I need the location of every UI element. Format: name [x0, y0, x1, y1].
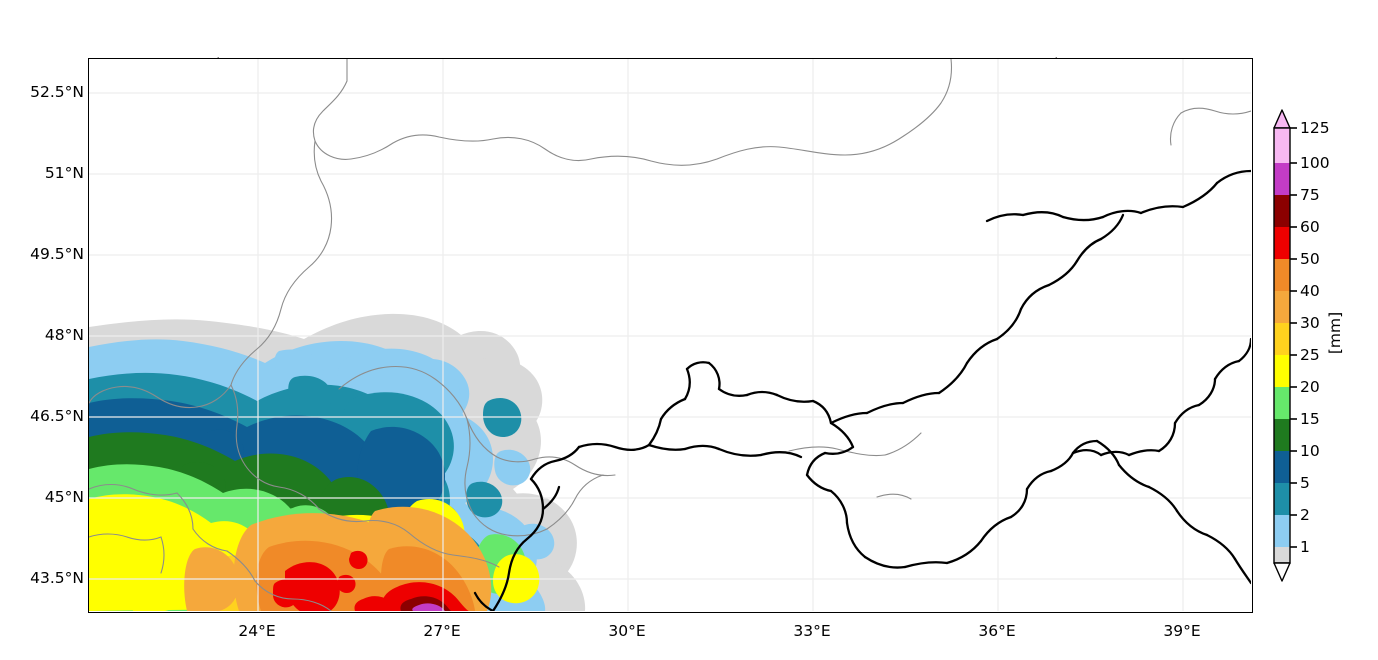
colorbar-tick-label: 5 — [1300, 474, 1310, 492]
xtick-label: 36°E — [978, 622, 1016, 640]
colorbar-tick-label: 30 — [1300, 314, 1320, 332]
ytick-label: 48°N — [44, 326, 84, 344]
precip-contours — [89, 313, 586, 611]
colorbar-tick-label: 75 — [1300, 186, 1320, 204]
ytick-label: 51°N — [44, 164, 84, 182]
colorbar-gradient — [1273, 109, 1297, 582]
map-plot-area[interactable] — [88, 58, 1253, 613]
colorbar-tick-label: 125 — [1300, 119, 1330, 137]
xtick-label: 33°E — [793, 622, 831, 640]
xtick-label: 30°E — [608, 622, 646, 640]
xtick-label: 39°E — [1163, 622, 1201, 640]
colorbar-tick-label: 100 — [1300, 154, 1330, 172]
map-canvas — [89, 59, 1252, 612]
country-borders — [89, 59, 1251, 611]
ytick-label: 45°N — [44, 488, 84, 506]
colorbar-unit-label: [mm] — [1326, 311, 1344, 355]
ytick-label: 49.5°N — [30, 245, 84, 263]
ytick-label: 43.5°N — [30, 569, 84, 587]
colorbar-tick-label: 60 — [1300, 218, 1320, 236]
xtick-label: 27°E — [423, 622, 461, 640]
coastlines — [473, 169, 1251, 611]
map-gridlines — [89, 59, 1251, 611]
colorbar[interactable] — [1268, 105, 1298, 585]
colorbar-tick-label: 2 — [1300, 506, 1310, 524]
ytick-label: 52.5°N — [30, 83, 84, 101]
colorbar-tick-label: 50 — [1300, 250, 1320, 268]
colorbar-tick-label: 40 — [1300, 282, 1320, 300]
colorbar-tick-label: 1 — [1300, 538, 1310, 556]
colorbar-tick-label: 25 — [1300, 346, 1320, 364]
xtick-label: 24°E — [238, 622, 276, 640]
colorbar-tick-label: 15 — [1300, 410, 1320, 428]
colorbar-tick-label: 20 — [1300, 378, 1320, 396]
colorbar-tick-label: 10 — [1300, 442, 1320, 460]
ytick-label: 46.5°N — [30, 407, 84, 425]
precipitation-field — [89, 59, 1251, 611]
